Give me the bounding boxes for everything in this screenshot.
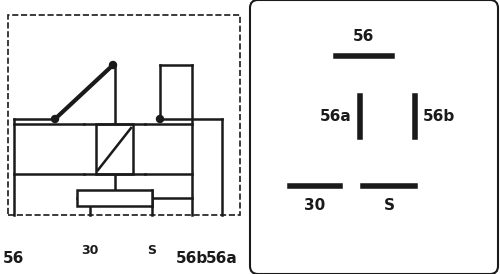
- Text: 56a: 56a: [206, 251, 238, 266]
- Circle shape: [110, 61, 116, 68]
- Text: S: S: [148, 244, 156, 257]
- Text: 56: 56: [4, 251, 24, 266]
- Text: 56b: 56b: [176, 251, 208, 266]
- FancyBboxPatch shape: [250, 0, 498, 274]
- Circle shape: [52, 116, 59, 122]
- Text: 56b: 56b: [423, 109, 455, 124]
- Text: 30: 30: [82, 244, 98, 257]
- Bar: [96, 124, 133, 174]
- Text: S: S: [384, 198, 394, 213]
- Text: 30: 30: [304, 198, 326, 213]
- Text: 56: 56: [354, 29, 374, 44]
- Circle shape: [156, 116, 164, 122]
- Bar: [8, 15, 240, 215]
- Bar: [77, 190, 152, 206]
- Text: 56a: 56a: [320, 109, 352, 124]
